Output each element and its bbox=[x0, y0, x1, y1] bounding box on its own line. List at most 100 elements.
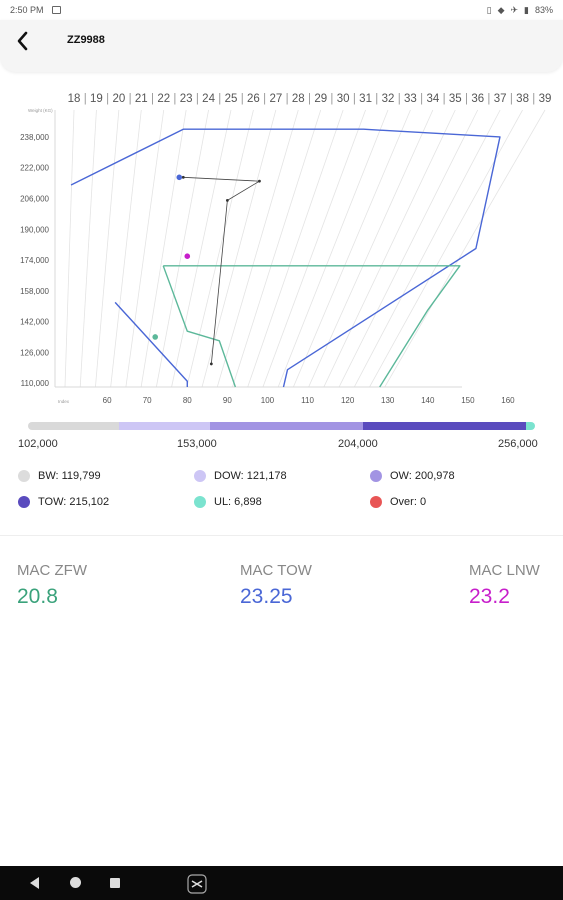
mac-fan-line bbox=[79, 109, 97, 388]
mac-scale-label: 28 bbox=[292, 93, 305, 105]
airplane-icon: ✈ bbox=[510, 4, 519, 15]
weight-tick: 204,000 bbox=[338, 438, 378, 450]
mac-scale-label: 23 bbox=[180, 93, 193, 105]
mac-fan-line bbox=[262, 109, 366, 388]
assistant-icon[interactable] bbox=[186, 873, 208, 895]
legend-dot bbox=[194, 496, 206, 508]
mac-scale-separator: | bbox=[532, 93, 535, 105]
mac-scale-separator: | bbox=[241, 93, 244, 105]
mac-scale-label: 22 bbox=[157, 93, 170, 105]
mac-scale-separator: | bbox=[308, 93, 311, 105]
mac-fan-line bbox=[186, 109, 254, 388]
mac-fan-line bbox=[353, 109, 501, 388]
legend-dot bbox=[194, 470, 206, 482]
mac-fan-line bbox=[232, 109, 322, 388]
x-tick-label: 90 bbox=[223, 396, 232, 405]
legend-dot bbox=[18, 470, 30, 482]
mac-fan-line bbox=[171, 109, 232, 388]
legend-dot bbox=[370, 470, 382, 482]
mac-scale-separator: | bbox=[398, 93, 401, 105]
mac-scale-separator: | bbox=[443, 93, 446, 105]
mac-value: 20.8 bbox=[17, 585, 58, 608]
page-title: ZZ9988 bbox=[67, 34, 105, 46]
mac-fan-line bbox=[308, 109, 434, 388]
y-tick-label: 174,000 bbox=[20, 256, 49, 265]
app-header: ZZ9988 bbox=[0, 20, 563, 72]
y-tick-label: 142,000 bbox=[20, 318, 49, 327]
mac-fan-line bbox=[323, 109, 456, 388]
legend-label: TOW: 215,102 bbox=[38, 496, 110, 508]
mac-scale-separator: | bbox=[286, 93, 289, 105]
mac-scale-label: 25 bbox=[225, 93, 238, 105]
x-tick-label: 110 bbox=[301, 396, 314, 405]
weight-bar-ticks: 102,000 153,000 204,000 256,000 bbox=[0, 438, 563, 454]
nav-home-icon[interactable] bbox=[70, 877, 81, 888]
mac-scale-label: 36 bbox=[471, 93, 484, 105]
mac-scale-label: 30 bbox=[337, 93, 350, 105]
weight-tick: 153,000 bbox=[177, 438, 217, 450]
y-tick-label: 190,000 bbox=[20, 225, 49, 234]
nav-recents-icon[interactable] bbox=[110, 878, 120, 888]
mac-scale-label: 29 bbox=[314, 93, 327, 105]
weight-bar-segment-ow bbox=[210, 422, 363, 430]
legend-label: DOW: 121,178 bbox=[214, 470, 287, 482]
y-tick-label: 206,000 bbox=[20, 194, 49, 203]
mac-fan-line bbox=[110, 109, 142, 388]
mac-fan-line bbox=[155, 109, 209, 388]
system-nav-bar bbox=[0, 866, 563, 900]
y-tick-label: 126,000 bbox=[20, 348, 49, 357]
legend-label: BW: 119,799 bbox=[38, 470, 101, 482]
mac-scale-label: 33 bbox=[404, 93, 417, 105]
cg-envelope-line bbox=[114, 301, 188, 387]
mac-fan-line bbox=[64, 109, 75, 388]
mac-fan-line bbox=[369, 109, 523, 388]
legend-item-dow: DOW: 121,178 bbox=[194, 470, 287, 482]
y-axis-title: Weight (KG) bbox=[28, 108, 53, 113]
status-bar: 2:50 PM ▯ ◆ ✈ ▮ 83% bbox=[0, 0, 563, 20]
mac-tow: MAC TOW 23.25 bbox=[240, 562, 312, 609]
mac-label: MAC LNW bbox=[469, 562, 540, 579]
mac-fan-line bbox=[247, 109, 344, 388]
legend-item-bw: BW: 119,799 bbox=[18, 470, 101, 482]
chart-svg: 18 | 19 | 20 | 21 | 22 | 23 | 24 | 25 | 26 | 27 | 28 | 29 | 30 | 3… bbox=[20, 93, 552, 405]
mac-scale-label: 24 bbox=[202, 93, 215, 105]
mac-label: MAC ZFW bbox=[17, 562, 87, 579]
wifi-icon: ◆ bbox=[497, 4, 505, 15]
weight-balance-chart: 18 | 19 | 20 | 21 | 22 | 23 | 24 | 25 | 26 | 27 | 28 | 29 | 30 | 3… bbox=[0, 82, 563, 412]
mac-scale-separator: | bbox=[375, 93, 378, 105]
y-tick-label: 222,000 bbox=[20, 164, 49, 173]
x-tick-label: 140 bbox=[421, 396, 435, 405]
mac-value: 23.25 bbox=[240, 585, 293, 608]
x-tick-label: 150 bbox=[461, 396, 475, 405]
nav-back-icon[interactable] bbox=[30, 877, 39, 889]
cg-point-tow bbox=[176, 174, 183, 181]
x-tick-label: 130 bbox=[381, 396, 395, 405]
mac-fan-line bbox=[95, 109, 120, 388]
mac-fan-line bbox=[125, 109, 165, 388]
cg-envelope-line bbox=[162, 265, 237, 388]
status-time: 2:50 PM bbox=[10, 5, 44, 15]
mac-scale-separator: | bbox=[487, 93, 490, 105]
mac-scale-label: 38 bbox=[516, 93, 529, 105]
legend-dot bbox=[18, 496, 30, 508]
legend-item-over: Over: 0 bbox=[370, 496, 426, 508]
back-button[interactable] bbox=[12, 28, 34, 54]
mac-scale-label: 39 bbox=[539, 93, 552, 105]
mac-scale-separator: | bbox=[196, 93, 199, 105]
mac-fan-line bbox=[277, 109, 389, 388]
mac-scale-label: 27 bbox=[269, 93, 282, 105]
x-tick-label: 100 bbox=[261, 396, 275, 405]
trim-path-node bbox=[225, 199, 229, 202]
notification-icon bbox=[51, 6, 61, 14]
mac-value: 23.2 bbox=[469, 585, 510, 608]
weight-distribution-bar bbox=[28, 422, 535, 430]
legend-item-tow: TOW: 215,102 bbox=[18, 496, 109, 508]
mac-label: MAC TOW bbox=[240, 562, 312, 579]
section-divider bbox=[0, 535, 563, 536]
cg-point-zfw bbox=[152, 334, 159, 340]
mac-scale-label: 18 bbox=[68, 93, 81, 105]
mac-fan-line bbox=[140, 109, 187, 388]
mac-fan-line bbox=[293, 109, 411, 388]
mac-scale-label: 31 bbox=[359, 93, 372, 105]
legend-label: Over: 0 bbox=[390, 496, 427, 508]
